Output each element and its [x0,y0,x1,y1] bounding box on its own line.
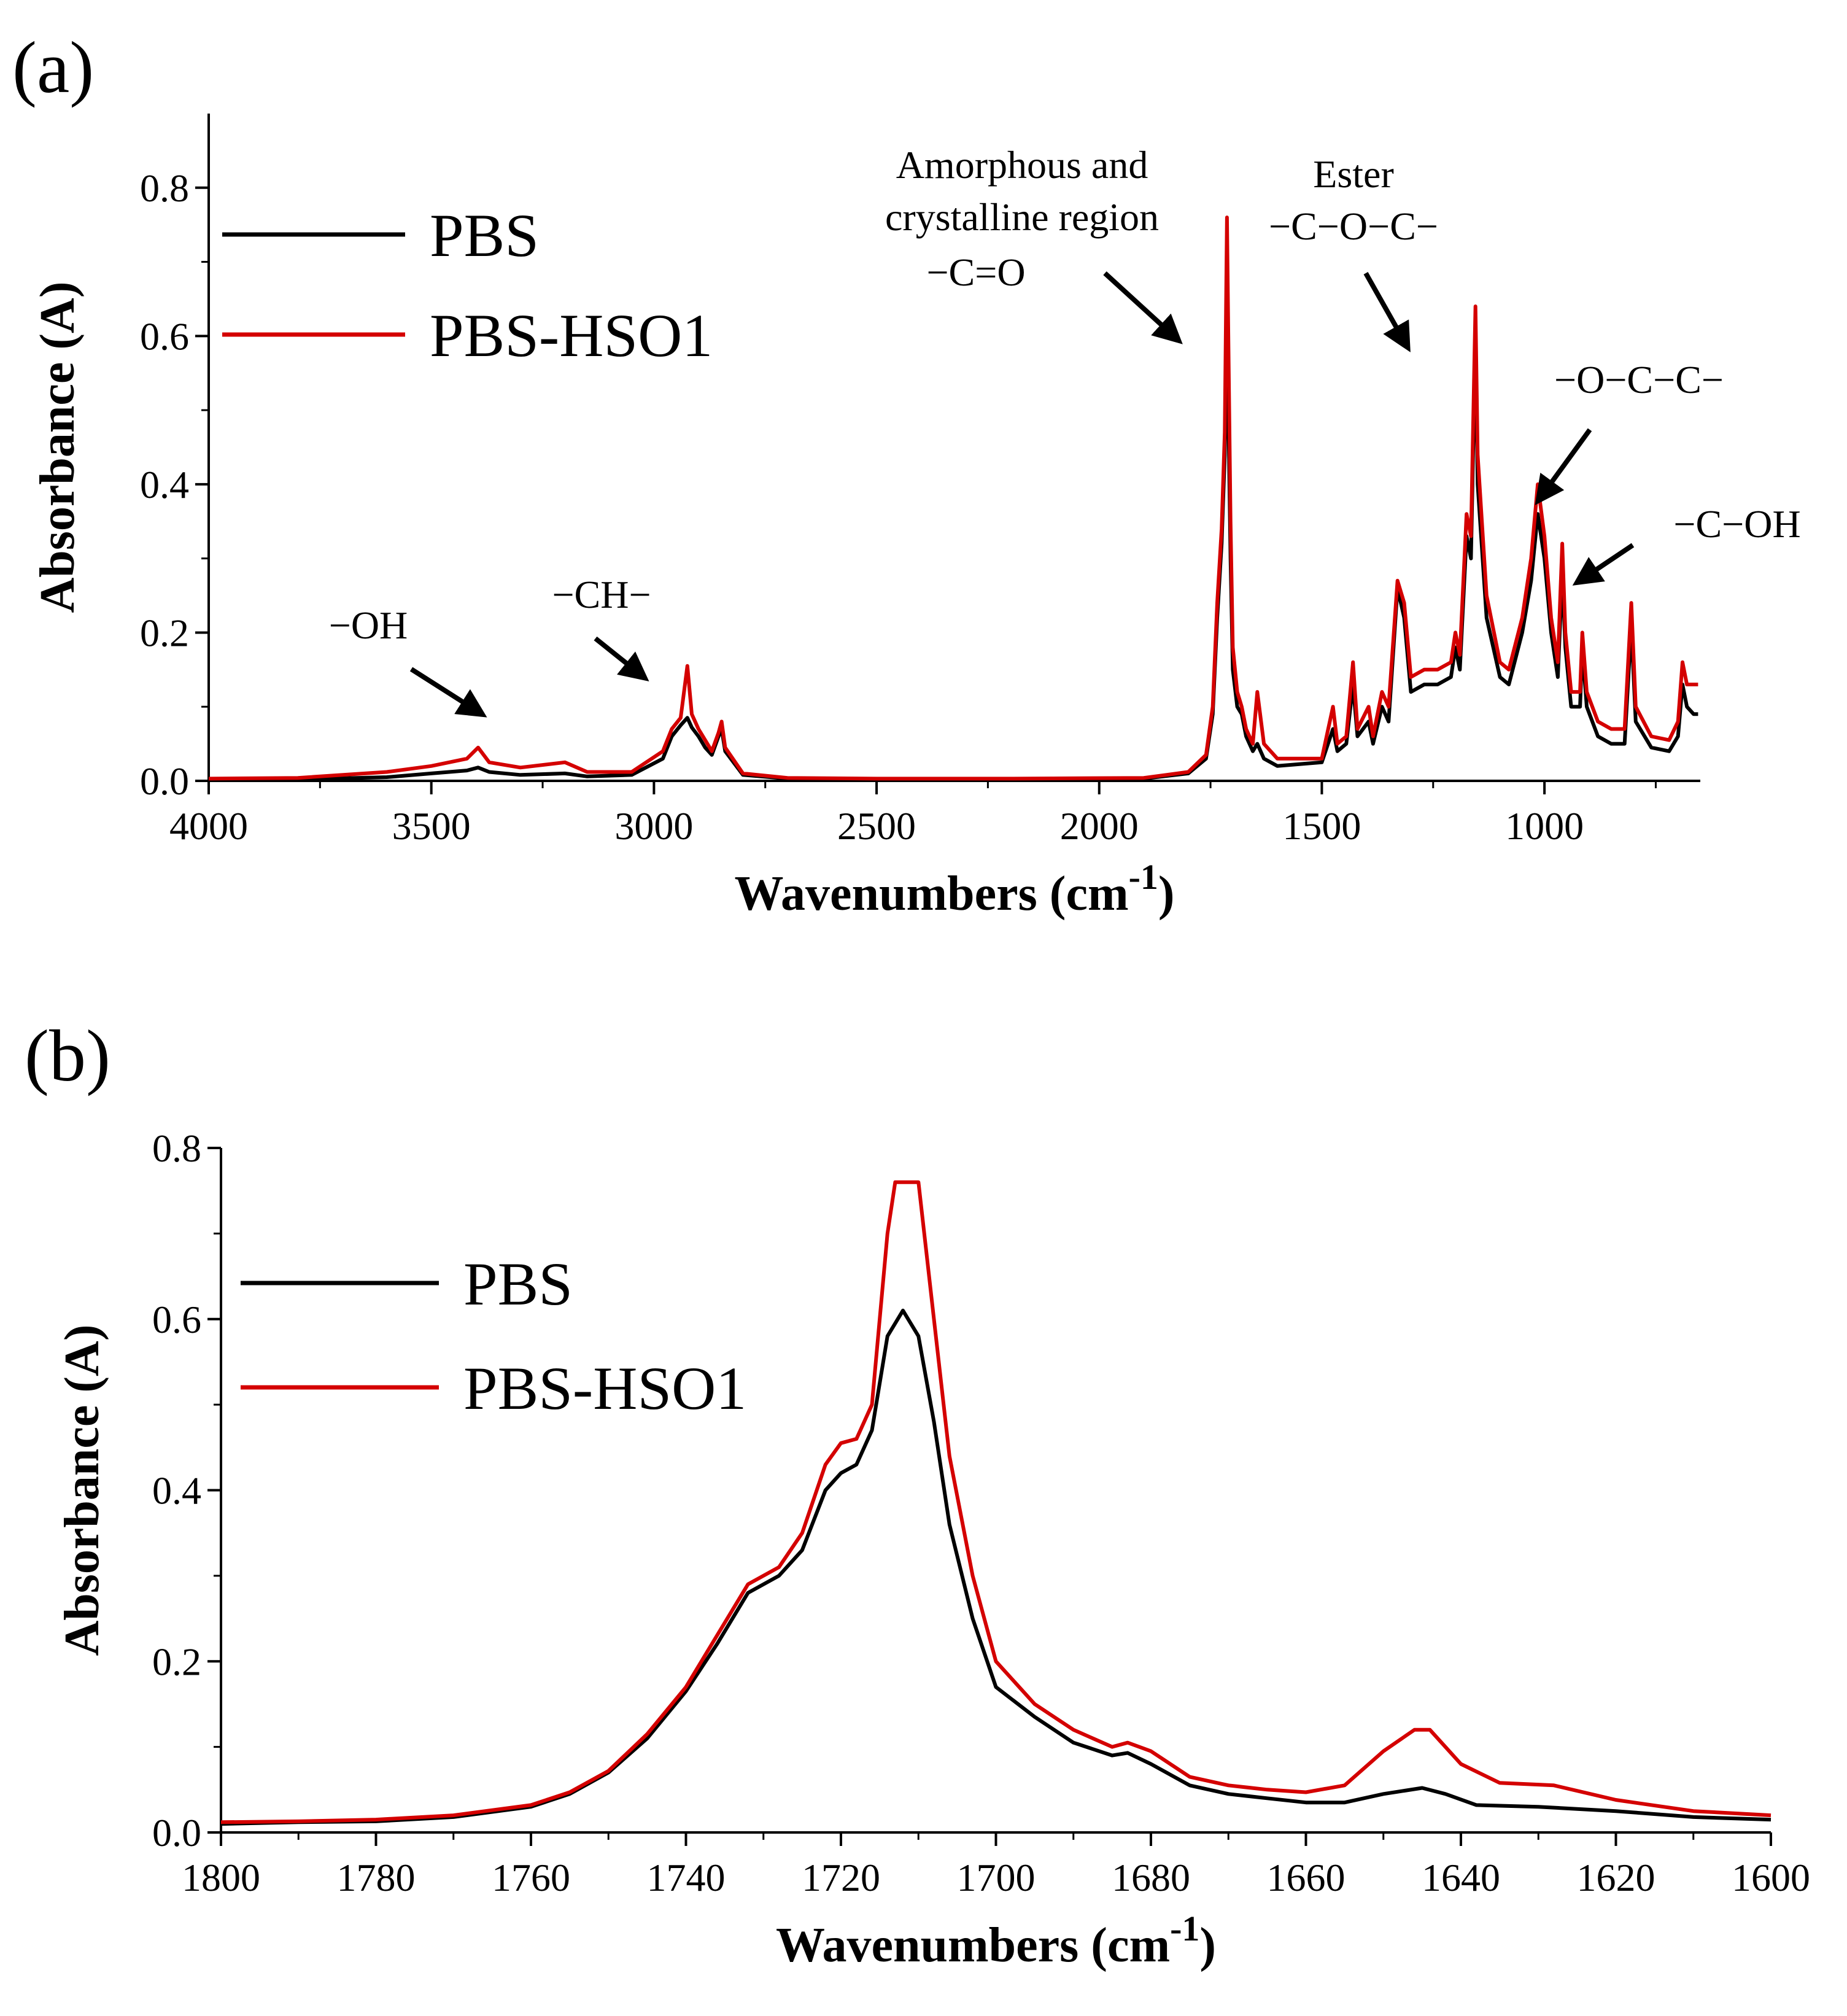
annotation-label: Ester [1313,152,1394,196]
a-x-tick-label: 2000 [1060,804,1139,848]
annotation-arrow [1363,272,1411,352]
b-legend-label-pbs-hso1: PBS-HSO1 [463,1354,746,1422]
b-y-tick-label: 0.8 [152,1126,201,1170]
panel-a-series [208,215,1698,781]
panel-a-axes: 4000 3500 3000 2500 2000 1500 1000 0.0 0.2 0.4 0.6… [140,114,1700,848]
b-series-pbs-line [220,1308,1771,1826]
annotation-label: −C−OH [1673,502,1800,546]
a-x-tick-label: 1500 [1282,804,1361,848]
annotation-label: crystalline region [885,195,1159,239]
a-y-tick-label: 0.4 [140,463,189,506]
b-x-tick-label: 1740 [647,1856,726,1899]
a-y-tick-label: 0.2 [140,611,189,654]
annotation-label: −C=O [926,250,1025,294]
b-x-tick-label: 1800 [182,1856,260,1899]
panel-a-legend: PBS PBS-HSO1 [222,201,713,370]
a-x-tick-label: 1000 [1505,804,1584,848]
b-x-tick-label: 1700 [957,1856,1036,1899]
panel-b-legend: PBS PBS-HSO1 [241,1250,746,1422]
panel-b-series [220,1180,1771,1826]
a-x-tick-label: 3000 [614,804,693,848]
b-y-tick-label: 0.6 [152,1298,201,1341]
panel-a-x-axis-title: Wavenumbers (cm-1) [734,857,1174,921]
panel-a-y-axis-title: Absorbance (A) [31,282,85,613]
b-x-tick-label: 1640 [1422,1856,1500,1899]
b-x-tick-label: 1780 [337,1856,416,1899]
annotation-arrow [1572,543,1635,586]
annotation-label: Amorphous and [896,143,1148,187]
panel-a: (a) 4000 3500 3000 2500 2000 1500 1000 0.0 0.2 0.… [12,26,1801,921]
a-legend-label-pbs-hso1: PBS-HSO1 [430,301,713,370]
b-x-tick-label: 1720 [802,1856,880,1899]
b-legend-label-pbs: PBS [463,1250,573,1318]
panel-b-axes: 1800 1780 1760 1740 1720 1700 1680 1660 1640 1620… [152,1126,1810,1899]
a-x-tick-label: 2500 [837,804,916,848]
annotation-arrow [1103,271,1183,344]
a-legend-label-pbs: PBS [430,201,539,269]
panel-b: (b) 1800 1780 1760 1740 1720 1700 1680 1660 1640… [25,1015,1810,1972]
b-y-tick-label: 0.0 [152,1811,201,1855]
annotation-arrow [1535,428,1592,505]
annotation-label: −OH [329,603,408,647]
b-y-tick-label: 0.2 [152,1640,201,1683]
panel-b-x-axis-title: Wavenumbers (cm-1) [776,1909,1216,1972]
annotation-label: −CH− [552,573,651,616]
b-y-tick-label: 0.4 [152,1469,201,1513]
a-series-pbs-hso1-line [208,215,1698,781]
panel-label-b: (b) [25,1015,110,1096]
b-series-pbs-hso1-line [220,1180,1771,1824]
panel-b-y-axis-title: Absorbance (A) [55,1325,109,1656]
panel-label-a: (a) [12,26,94,108]
annotation-label: −O−C−C− [1554,358,1724,401]
a-y-tick-label: 0.8 [140,166,189,210]
a-x-tick-label: 4000 [169,804,248,848]
a-y-tick-label: 0.6 [140,314,189,358]
annotation-arrow [409,667,487,718]
a-y-tick-label: 0.0 [140,759,189,803]
b-x-tick-label: 1600 [1732,1856,1810,1899]
b-x-tick-label: 1620 [1577,1856,1655,1899]
annotation-label: −C−O−C− [1269,204,1438,248]
panel-a-annotations: Amorphous and crystalline region −C=O Ester… [329,143,1801,718]
b-x-tick-label: 1680 [1112,1856,1190,1899]
b-x-tick-label: 1660 [1267,1856,1346,1899]
annotation-arrow [594,636,649,681]
b-x-tick-label: 1760 [492,1856,570,1899]
a-x-tick-label: 3500 [392,804,471,848]
